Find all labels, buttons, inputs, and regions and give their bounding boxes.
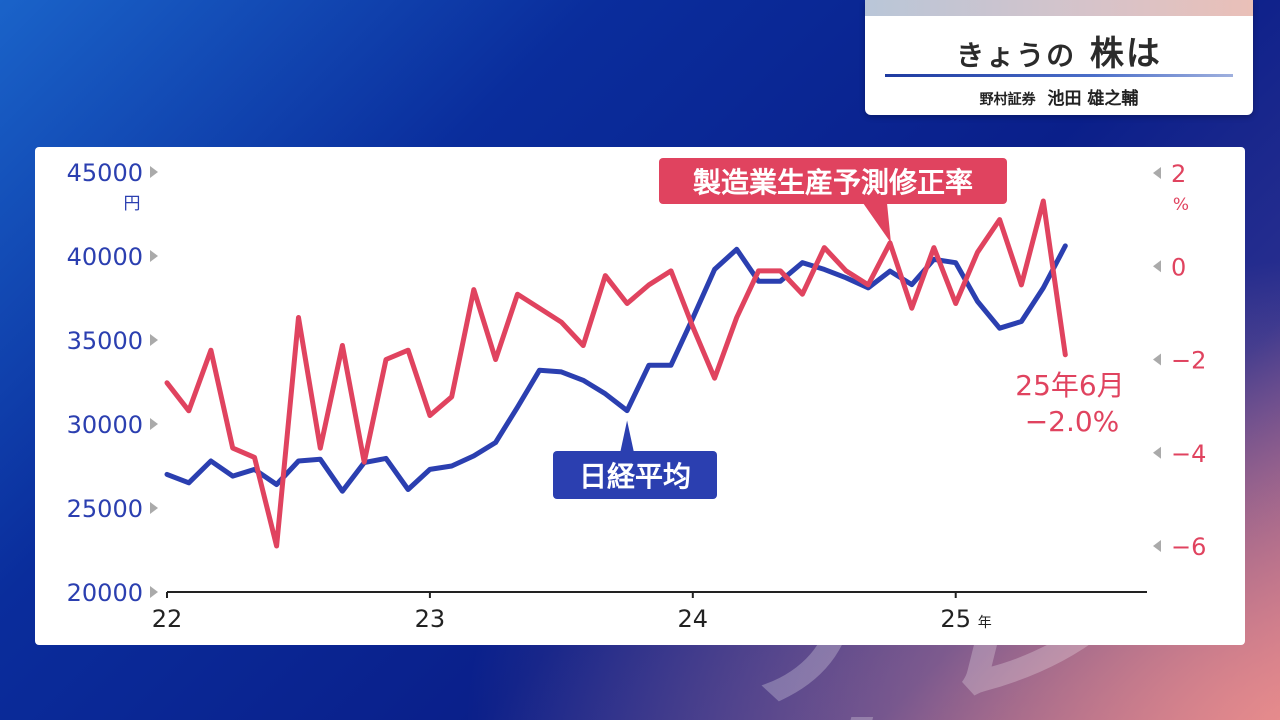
nikkei-callout-label: 日経平均 bbox=[579, 460, 691, 493]
left-tick-label: 25000 bbox=[67, 495, 143, 523]
right-tick-arrow bbox=[1153, 540, 1161, 552]
nikkei-series-line bbox=[164, 243, 1068, 494]
x-tick-label: 23 bbox=[415, 605, 446, 633]
line-chart: 22 23 24 25 年 45000 40000 35000 30000 25000 20000 円… bbox=[67, 158, 1206, 633]
title-main: 株は bbox=[1089, 34, 1162, 74]
left-tick-arrow bbox=[150, 250, 158, 262]
right-tick-label: −6 bbox=[1171, 533, 1206, 561]
left-tick-label: 45000 bbox=[67, 159, 143, 187]
right-axis-unit: % bbox=[1173, 195, 1189, 215]
analyst-name: 池田 雄之輔 bbox=[1047, 89, 1139, 109]
nikkei-callout-box bbox=[553, 451, 717, 499]
left-tick-label: 20000 bbox=[67, 579, 143, 607]
title-divider bbox=[885, 74, 1233, 77]
left-axis-unit: 円 bbox=[124, 194, 141, 214]
title-card-accent bbox=[865, 0, 1253, 16]
x-tick-label: 24 bbox=[678, 605, 709, 633]
last-point-date: 25年6月 bbox=[1015, 369, 1124, 402]
x-axis-unit: 年 bbox=[978, 615, 992, 631]
left-tick-arrow bbox=[150, 166, 158, 178]
analyst-firm: 野村証券 bbox=[979, 92, 1036, 108]
analyst-credit: 野村証券 池田 雄之輔 bbox=[865, 84, 1253, 109]
right-tick-arrow bbox=[1153, 260, 1161, 273]
manufacturing-callout-box bbox=[659, 158, 1007, 204]
right-tick-arrow bbox=[1153, 446, 1161, 459]
nikkei-callout-pointer bbox=[620, 420, 635, 453]
left-tick-arrow bbox=[150, 334, 158, 346]
manufacturing-callout-pointer bbox=[863, 203, 891, 243]
right-tick-label: 2 bbox=[1171, 160, 1186, 188]
last-point-value: −2.0% bbox=[1025, 405, 1120, 438]
x-tick-label: 22 bbox=[152, 605, 183, 633]
left-tick-arrow bbox=[150, 586, 158, 598]
right-tick-label: −2 bbox=[1171, 347, 1206, 375]
right-tick-label: 0 bbox=[1171, 253, 1186, 281]
left-tick-arrow bbox=[150, 418, 158, 430]
program-title: きょうの 株は bbox=[865, 26, 1253, 75]
left-tick-label: 35000 bbox=[67, 327, 143, 355]
title-prefix: きょうの bbox=[956, 39, 1077, 72]
right-tick-label: −4 bbox=[1171, 440, 1206, 468]
left-tick-label: 40000 bbox=[67, 243, 143, 271]
left-tick-arrow bbox=[150, 502, 158, 514]
x-tick-label: 25 bbox=[940, 605, 971, 633]
right-tick-arrow bbox=[1153, 353, 1161, 366]
chart-panel: 22 23 24 25 年 45000 40000 35000 30000 25000 20000 円… bbox=[35, 147, 1245, 645]
title-card: きょうの 株は 野村証券 池田 雄之輔 bbox=[865, 0, 1253, 115]
right-tick-arrow bbox=[1153, 167, 1161, 179]
left-tick-label: 30000 bbox=[67, 411, 143, 439]
manufacturing-series-line bbox=[164, 198, 1068, 549]
manufacturing-callout-label: 製造業生産予測修正率 bbox=[693, 166, 973, 199]
